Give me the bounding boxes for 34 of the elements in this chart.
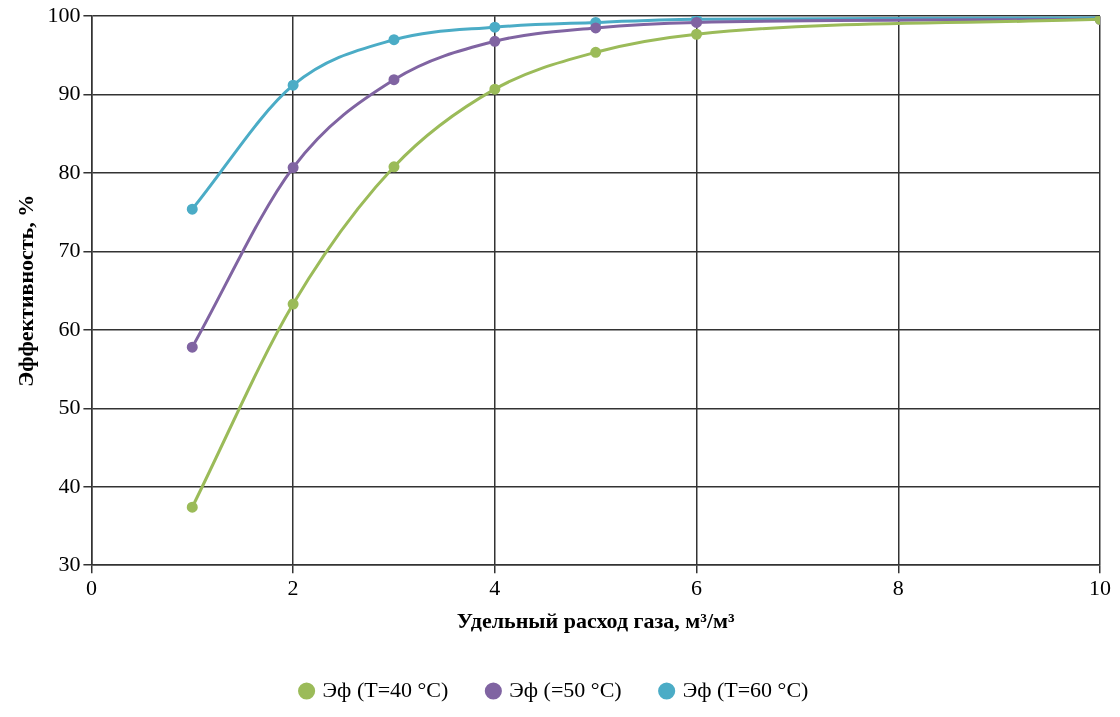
point [186,501,198,513]
y-tick-label: 90 [58,80,81,106]
legend-label: Эф (T=40 °C) [322,676,449,702]
x-tick-label: 6 [691,575,703,601]
legend-label: Эф (=50 °C) [509,676,622,702]
point [186,203,198,215]
point [691,28,703,40]
point [388,74,400,86]
legend-label: Эф (T=60 °C) [682,676,809,702]
point [287,298,299,310]
point [287,79,299,91]
x-tick-label: 8 [892,575,904,601]
y-tick-label: 80 [58,158,81,184]
y-tick-label: 50 [58,394,81,420]
y-tick-label: 70 [58,237,81,263]
point [186,341,198,353]
point [489,35,501,47]
point [287,162,299,174]
y-tick-label: 30 [58,550,81,576]
x-tick-label: 4 [489,575,501,601]
point [388,161,400,173]
y-tick-label: 40 [58,472,81,498]
x-tick-label: 2 [287,575,299,601]
point [590,22,602,34]
point [489,21,501,33]
y-tick-label: 100 [47,1,81,27]
y-tick-label: 60 [58,315,81,341]
x-tick-label: 0 [85,575,97,601]
x-axis-title: Удельный расход газа, м³/м³ [456,608,736,634]
point [590,46,602,58]
point [388,34,400,46]
x-tick-label: 10 [1089,575,1111,601]
y-axis-title: Эффективность, % [12,194,38,387]
point [489,83,501,95]
